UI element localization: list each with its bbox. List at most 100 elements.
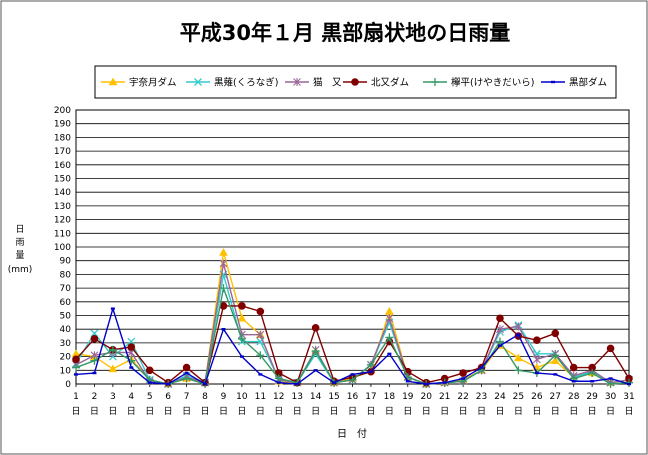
data-point <box>256 307 265 316</box>
data-point <box>516 333 521 336</box>
data-point <box>590 380 595 383</box>
x-tick-unit: 日 <box>606 406 615 417</box>
y-tick-label: 10 <box>60 366 72 376</box>
x-tick-unit: 日 <box>440 406 449 417</box>
y-tick-label: 30 <box>60 339 72 349</box>
x-tick-label: 21 <box>439 392 450 402</box>
data-point <box>237 313 247 322</box>
data-point <box>90 356 99 365</box>
data-point <box>166 382 171 386</box>
legend-swatch-marker <box>431 78 439 86</box>
data-point <box>606 380 615 388</box>
x-tick-label: 29 <box>586 392 598 402</box>
legend-label: 欅平(けやきだいら) <box>451 78 534 89</box>
data-point <box>513 353 523 362</box>
x-tick-unit: 日 <box>164 406 173 417</box>
x-tick-label: 17 <box>365 392 376 402</box>
x-tick-label: 10 <box>236 392 248 402</box>
data-point <box>495 337 504 346</box>
legend-entry: 猫 又 <box>285 77 342 89</box>
x-tick-label: 9 <box>221 392 227 402</box>
legend-swatch-marker <box>108 77 118 86</box>
data-point <box>110 307 115 310</box>
data-point <box>569 363 578 372</box>
x-tick-unit: 日 <box>108 406 117 417</box>
data-point <box>534 371 539 375</box>
x-tick-label: 23 <box>476 392 487 402</box>
legend-entry: 欅平(けやきだいら) <box>423 78 534 89</box>
data-point <box>72 363 80 372</box>
data-point <box>221 328 226 331</box>
x-tick-unit: 日 <box>624 406 633 417</box>
data-point <box>497 344 502 347</box>
y-tick-label: 50 <box>60 312 72 322</box>
data-point <box>332 381 337 384</box>
y-tick-label: 80 <box>60 270 72 280</box>
data-point <box>256 330 265 339</box>
legend-swatch-marker <box>293 78 301 86</box>
data-point <box>553 373 558 376</box>
legend: 宇奈月ダム 黒薙(くろなぎ) 猫 又 北又ダム 欅平(けやきだいら) 黒部ダム <box>101 77 607 89</box>
x-tick-unit: 日 <box>477 406 486 417</box>
data-point <box>350 373 355 376</box>
data-point <box>258 373 263 376</box>
x-tick-label: 30 <box>605 392 617 402</box>
data-point <box>90 329 99 338</box>
x-tick-label: 28 <box>568 392 580 402</box>
data-point <box>551 329 560 338</box>
y-tick-label: 180 <box>54 133 71 143</box>
x-ticks: 1日2日3日4日5日6日7日8日9日10日11日12日13日14日15日16日1… <box>71 384 635 417</box>
y-axis-label-char: 日 <box>15 224 24 235</box>
y-tick-label: 140 <box>54 188 71 198</box>
data-point <box>147 381 152 384</box>
y-tick-label: 120 <box>54 216 71 226</box>
legend-label: 黒薙(くろなぎ) <box>214 77 278 89</box>
x-tick-unit: 日 <box>532 406 541 417</box>
data-point <box>219 259 228 268</box>
x-tick-unit: 日 <box>71 406 80 417</box>
x-tick-unit: 日 <box>90 406 99 417</box>
data-point <box>514 322 523 331</box>
data-point <box>405 380 410 383</box>
x-axis-label: 日 付 <box>337 427 367 440</box>
data-point <box>311 347 320 356</box>
y-tick-label: 160 <box>54 161 71 171</box>
data-point <box>92 371 97 375</box>
x-tick-label: 4 <box>128 392 134 402</box>
x-tick-label: 8 <box>202 392 208 402</box>
data-point <box>514 366 523 375</box>
data-point <box>237 334 246 343</box>
data-point <box>311 324 320 332</box>
x-tick-unit: 日 <box>256 406 265 417</box>
legend-entry: 黒部ダム <box>541 77 607 89</box>
y-tick-label: 60 <box>60 298 72 308</box>
data-point <box>496 314 504 323</box>
data-point <box>90 334 99 343</box>
data-point <box>533 336 541 344</box>
legend-swatch-marker <box>551 80 555 84</box>
legend-entry: 北又ダム <box>343 77 409 89</box>
x-tick-unit: 日 <box>274 406 283 417</box>
x-tick-unit: 日 <box>311 406 320 417</box>
legend-label: 宇奈月ダム <box>129 77 177 89</box>
x-tick-label: 12 <box>273 392 284 402</box>
x-tick-unit: 日 <box>293 406 302 417</box>
x-tick-unit: 日 <box>459 406 468 417</box>
data-point <box>145 366 154 375</box>
y-axis-label-char: 量 <box>15 250 24 261</box>
legend-entry: 黒薙(くろなぎ) <box>186 77 278 89</box>
y-tick-label: 150 <box>54 175 71 185</box>
data-point <box>627 382 631 386</box>
x-tick-label: 3 <box>110 392 116 402</box>
x-tick-label: 6 <box>165 392 171 402</box>
y-tick-label: 70 <box>60 284 72 294</box>
x-tick-unit: 日 <box>201 406 210 417</box>
y-axis-label-char: 雨 <box>15 237 24 248</box>
y-tick-label: 40 <box>60 325 72 335</box>
data-point <box>368 370 373 373</box>
legend-swatch-marker <box>351 78 359 86</box>
grid <box>76 123 629 371</box>
x-tick-label: 25 <box>513 392 524 402</box>
y-tick-label: 100 <box>54 243 71 253</box>
x-tick-label: 22 <box>457 392 468 402</box>
